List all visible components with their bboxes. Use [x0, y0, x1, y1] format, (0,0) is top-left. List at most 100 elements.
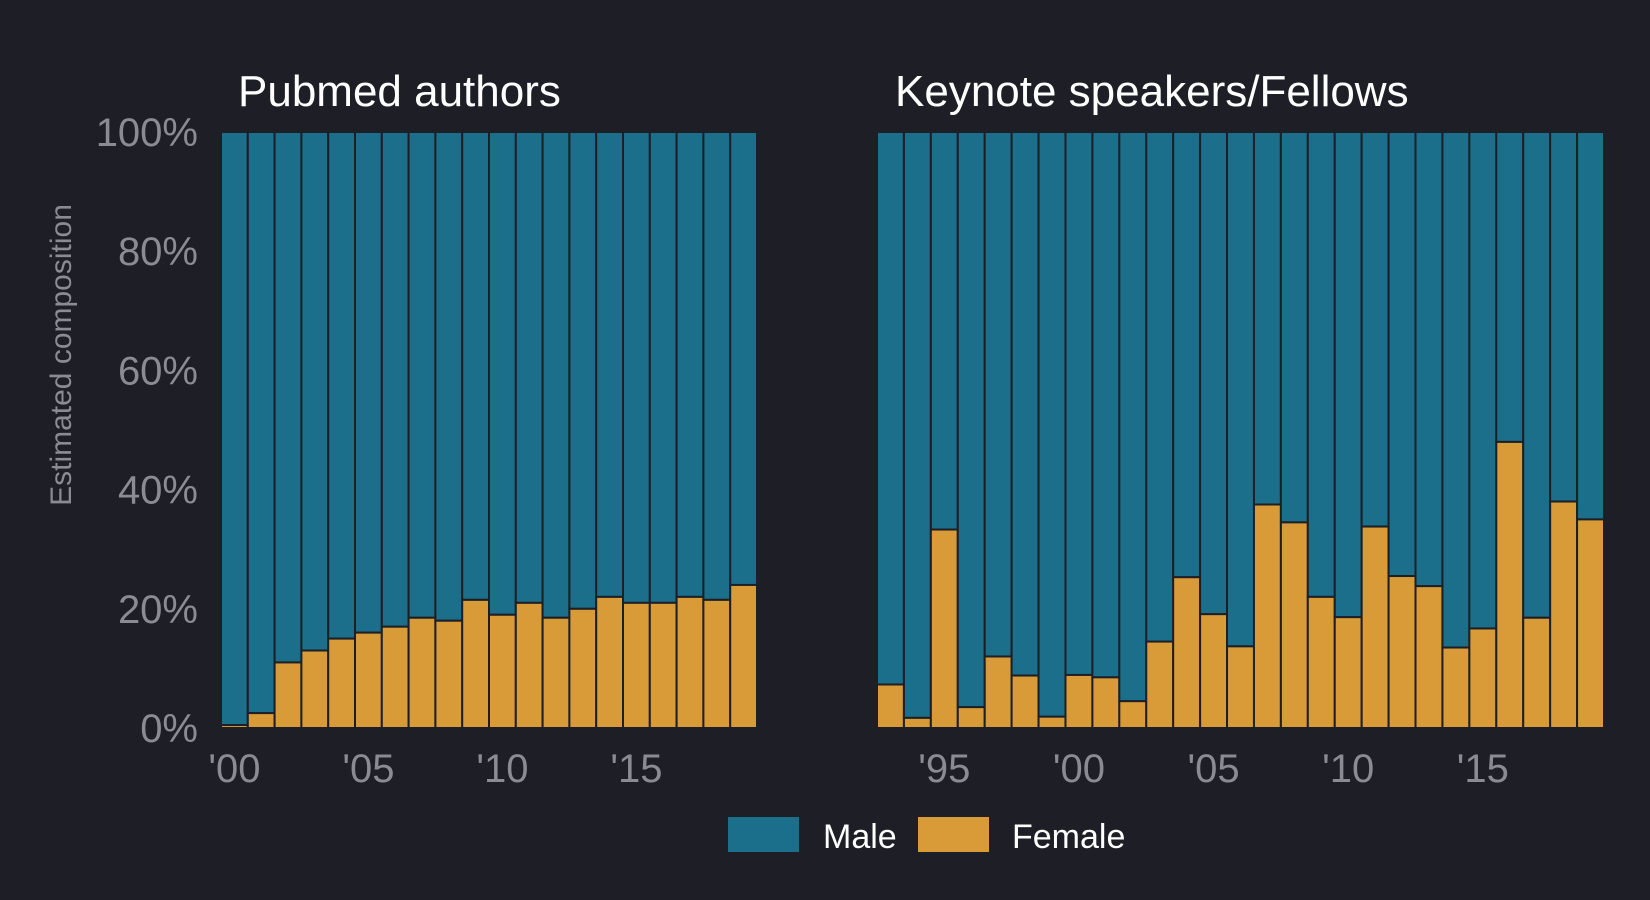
bar-female-2010 — [1333, 616, 1363, 729]
bar-female-2003 — [1145, 640, 1175, 730]
bar-male-2011 — [1360, 131, 1390, 528]
bar-female-2006 — [1226, 645, 1255, 730]
bar-female-2013 — [1414, 585, 1444, 729]
bar-male-2003 — [300, 131, 330, 652]
bar-female-1996 — [956, 706, 986, 730]
bar-female-2002 — [1118, 700, 1148, 729]
bar-male-1994 — [902, 131, 932, 719]
bar-male-2015 — [1468, 131, 1498, 630]
bar-female-2012 — [541, 616, 571, 729]
bar-male-1997 — [983, 131, 1013, 658]
bar-female-2000 — [220, 724, 249, 730]
x-tick-label-2010: '10 — [476, 747, 528, 791]
panel-pubmed-authors: Pubmed authors 0% 20% 40% 60% 80% 100% '00 '05… — [96, 67, 759, 791]
panel-title-keynote-speakers: Keynote speakers/Fellows — [895, 67, 1409, 116]
bar-female-2014 — [1441, 646, 1471, 729]
bar-male-2011 — [514, 131, 544, 604]
bar-male-1996 — [956, 131, 986, 709]
panel-title-pubmed-authors: Pubmed authors — [238, 67, 561, 116]
bar-female-2005 — [1199, 613, 1229, 729]
bar-female-2013 — [568, 607, 598, 729]
bar-female-1993 — [876, 683, 905, 730]
bar-female-1999 — [1037, 715, 1067, 730]
bar-female-2004 — [1172, 576, 1202, 729]
y-tick-label-20: 20% — [118, 588, 198, 632]
bar-male-2004 — [1172, 131, 1202, 579]
bar-male-2002 — [273, 131, 303, 664]
bar-male-2006 — [1226, 131, 1255, 648]
bar-male-2015 — [622, 131, 651, 604]
bar-male-2008 — [434, 131, 464, 622]
bar-female-1994 — [902, 716, 932, 729]
bar-male-2016 — [1495, 131, 1525, 443]
bar-female-2012 — [1387, 575, 1417, 730]
bar-male-2017 — [675, 131, 705, 598]
bar-female-2001 — [1091, 676, 1121, 730]
x-tick-label-2000: '00 — [1053, 747, 1105, 791]
bar-male-2001 — [246, 131, 276, 715]
bar-male-2004 — [327, 131, 357, 640]
x-tick-label-2010: '10 — [1322, 747, 1374, 791]
legend: Male Female — [728, 817, 1125, 856]
bar-male-2013 — [568, 131, 598, 610]
x-tick-label-2005: '05 — [1188, 747, 1240, 791]
stacked-bars — [220, 131, 759, 730]
bar-male-2007 — [407, 131, 437, 619]
y-tick-label-100: 100% — [96, 111, 198, 155]
x-tick-label-2015: '15 — [1457, 747, 1509, 791]
bar-female-2010 — [488, 613, 517, 730]
bar-male-2000 — [220, 131, 249, 727]
bar-female-2002 — [273, 661, 303, 729]
bar-male-2009 — [461, 131, 491, 601]
bar-male-2019 — [729, 131, 759, 586]
bar-male-2001 — [1091, 131, 1121, 679]
bar-female-2011 — [1360, 525, 1390, 729]
bar-male-2014 — [1441, 131, 1471, 649]
bar-female-2001 — [246, 712, 276, 729]
bar-male-2006 — [380, 131, 410, 628]
x-axis-ticks: '00 '05 '10 '15 — [208, 747, 662, 791]
bar-male-2012 — [541, 131, 571, 619]
legend-swatch-male — [728, 817, 799, 852]
bar-male-1993 — [876, 131, 905, 686]
bar-male-2002 — [1118, 131, 1148, 703]
bar-male-2000 — [1064, 131, 1094, 676]
x-tick-label-2000: '00 — [208, 747, 260, 791]
bar-female-2017 — [1522, 616, 1552, 729]
y-tick-label-80: 80% — [118, 230, 198, 274]
bar-female-2006 — [380, 625, 410, 729]
bar-female-2007 — [407, 616, 437, 729]
bar-female-2008 — [434, 619, 464, 729]
legend-label-female: Female — [1012, 818, 1125, 856]
x-tick-label-1995: '95 — [918, 747, 970, 791]
bar-female-2015 — [622, 601, 651, 730]
bar-female-2007 — [1252, 503, 1282, 729]
bar-male-2005 — [354, 131, 383, 634]
bar-female-2000 — [1064, 673, 1094, 729]
bar-male-2014 — [595, 131, 625, 598]
bar-male-2018 — [702, 131, 732, 601]
bar-female-1995 — [929, 528, 959, 729]
bar-male-2010 — [1333, 131, 1363, 619]
x-tick-label-2005: '05 — [342, 747, 394, 791]
bar-female-2004 — [327, 637, 357, 729]
y-axis-ticks: 0% 20% 40% 60% 80% 100% — [96, 111, 198, 751]
bar-male-1995 — [929, 131, 959, 531]
bar-female-2019 — [729, 583, 759, 730]
bar-female-2017 — [675, 595, 705, 729]
bar-male-1999 — [1037, 131, 1067, 718]
bar-female-1998 — [1010, 674, 1040, 729]
bar-female-2009 — [461, 598, 491, 729]
bar-female-2016 — [648, 601, 678, 730]
x-axis-ticks: '95 '00 '05 '10 '15 — [918, 747, 1509, 791]
bar-male-2013 — [1414, 131, 1444, 588]
bar-male-2018 — [1549, 131, 1579, 503]
bar-female-2008 — [1279, 521, 1309, 729]
bar-female-2011 — [514, 601, 544, 730]
x-tick-label-2015: '15 — [610, 747, 662, 791]
bar-male-2017 — [1522, 131, 1552, 619]
bar-male-2008 — [1279, 131, 1309, 524]
y-tick-label-60: 60% — [118, 349, 198, 393]
bar-female-2019 — [1576, 518, 1606, 730]
bar-female-2005 — [354, 631, 383, 730]
